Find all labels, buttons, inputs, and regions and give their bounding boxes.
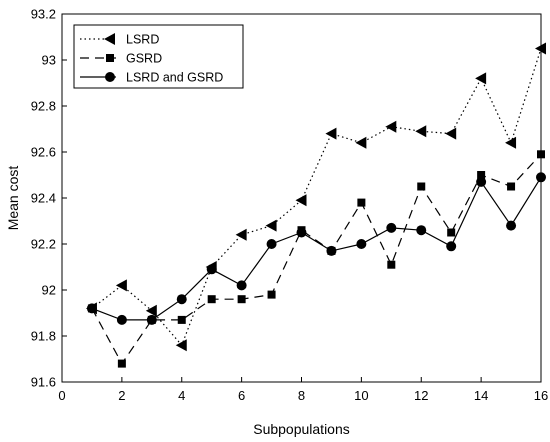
y-axis-label: Mean cost: [5, 166, 21, 231]
data-point: [237, 295, 246, 304]
data-point: [267, 290, 276, 299]
data-point: [385, 120, 397, 133]
series-layer: [85, 42, 546, 368]
data-point: [207, 295, 216, 304]
x-tick-label: 10: [354, 388, 368, 403]
data-point: [445, 127, 457, 140]
data-point: [356, 239, 367, 249]
y-tick-label: 92: [42, 283, 56, 298]
data-point: [145, 304, 157, 317]
data-point: [206, 264, 217, 275]
y-tick-label: 92.6: [31, 145, 56, 160]
y-tick-label: 92.4: [31, 191, 56, 206]
data-point: [265, 219, 277, 232]
data-point: [537, 150, 545, 159]
data-point: [475, 72, 487, 85]
data-point: [417, 182, 426, 191]
data-point: [446, 241, 457, 252]
data-point: [416, 225, 427, 236]
y-tick-label: 93: [42, 53, 56, 68]
data-point: [507, 182, 516, 191]
x-tick-label: 0: [58, 388, 65, 403]
data-point: [476, 176, 487, 187]
data-point: [117, 359, 126, 368]
data-point: [325, 127, 337, 140]
y-tick-label: 93.2: [31, 7, 56, 22]
data-point: [146, 314, 157, 325]
legend-marker: [105, 72, 115, 82]
data-point: [176, 294, 187, 305]
legend-label: LSRD and GSRD: [126, 71, 223, 85]
data-point: [236, 280, 247, 291]
data-point: [295, 194, 307, 207]
data-point: [175, 339, 187, 352]
series-line: [91, 176, 542, 321]
y-tick-label: 92.8: [31, 99, 56, 114]
legend-label: GSRD: [126, 52, 162, 66]
y-tick-label: 91.8: [31, 329, 56, 344]
x-tick-label: 6: [238, 388, 245, 403]
axis-tick-labels: 0 2 4 6 8 10 12 14 16 91.6 91.8 92 92.2 92.4 92.6 92.8 9…: [31, 7, 549, 404]
x-tick-label: 16: [534, 388, 548, 403]
series-line: [91, 153, 542, 365]
data-point: [235, 228, 247, 241]
data-point: [505, 136, 517, 149]
data-point: [506, 220, 517, 231]
y-tick-label: 91.6: [31, 375, 56, 390]
legend-entry: LSRD: [80, 33, 159, 47]
data-point: [536, 172, 546, 183]
x-tick-label: 8: [298, 388, 305, 403]
data-point: [387, 260, 396, 269]
legend-label: LSRD: [126, 33, 159, 47]
data-point: [415, 125, 427, 138]
legend: LSRD GSRD LSRD and GSRD: [73, 24, 244, 89]
data-point: [266, 239, 277, 249]
x-tick-label: 14: [474, 388, 488, 403]
y-tick-label: 92.2: [31, 237, 56, 252]
data-point: [116, 314, 127, 325]
series-3: [86, 172, 546, 325]
x-tick-label: 4: [178, 388, 185, 403]
data-point: [296, 227, 307, 238]
data-point: [86, 303, 97, 314]
x-tick-label: 2: [118, 388, 125, 403]
series-1: [85, 42, 546, 352]
data-point: [386, 222, 397, 233]
x-tick-label: 12: [414, 388, 428, 403]
legend-entry: GSRD: [80, 52, 162, 66]
data-point: [477, 171, 486, 179]
data-point: [535, 42, 546, 55]
data-point: [447, 228, 456, 237]
data-point: [115, 279, 127, 292]
data-point: [357, 198, 366, 207]
legend-marker: [106, 54, 114, 62]
data-point: [326, 245, 337, 256]
legend-marker: [104, 33, 115, 45]
data-point: [177, 315, 186, 324]
data-point: [355, 136, 367, 149]
series-line: [91, 48, 542, 347]
axis-ticks: [61, 13, 542, 383]
legend-entry: LSRD and GSRD: [80, 71, 223, 85]
x-axis-label: Subpopulations: [253, 421, 350, 437]
